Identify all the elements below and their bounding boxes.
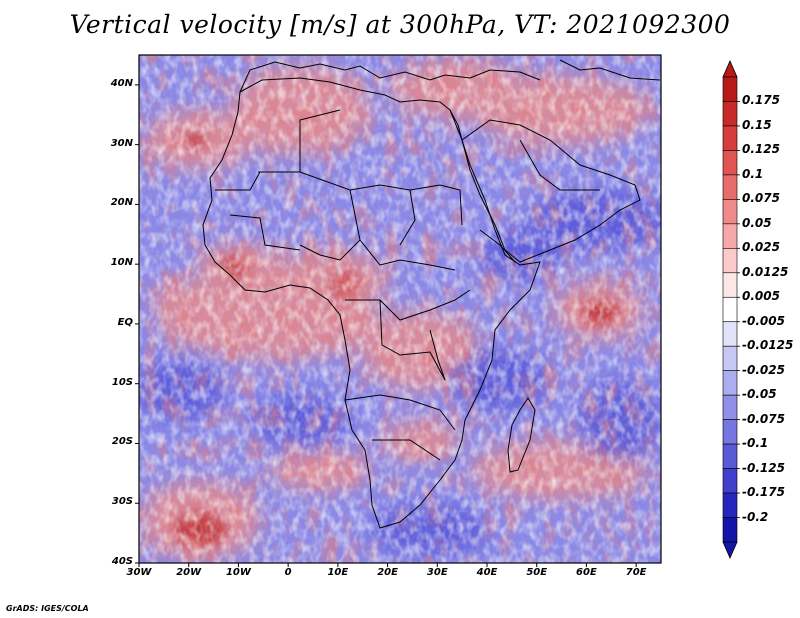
lat-label: 40N xyxy=(110,77,133,89)
colorbar-label: 0.005 xyxy=(742,289,780,304)
lat-label: 30S xyxy=(111,496,133,508)
lon-label: 0 xyxy=(284,567,292,578)
lon-label: 10W xyxy=(225,567,251,578)
velocity-field xyxy=(139,55,661,563)
lat-label: 10N xyxy=(110,257,133,269)
lon-label: 30E xyxy=(426,567,448,578)
colorbar-label: 0.175 xyxy=(742,93,780,108)
axis-ticks xyxy=(135,84,637,567)
colorbar-segment xyxy=(722,272,738,298)
colorbar-segment xyxy=(722,443,738,469)
colorbar-segment xyxy=(722,223,738,249)
colorbar-label: 0.1 xyxy=(742,166,764,181)
lat-label: 40S xyxy=(111,556,133,567)
colorbar-label: -0.125 xyxy=(742,460,785,475)
colorbar-label: -0.075 xyxy=(742,411,785,426)
colorbar-label: 0.05 xyxy=(742,215,772,230)
lat-label: 20N xyxy=(110,197,133,209)
credit-text: GrADS: IGES/COLA xyxy=(6,604,89,613)
lon-label: 70E xyxy=(625,567,647,578)
colorbar-label: -0.1 xyxy=(742,436,769,451)
colorbar-segment xyxy=(722,296,738,323)
colorbar-label: 0.15 xyxy=(742,117,772,132)
colorbar-segment xyxy=(722,321,738,347)
colorbar-label: -0.025 xyxy=(742,362,785,377)
colorbar-label: -0.0125 xyxy=(742,338,794,353)
lat-label: 30N xyxy=(110,137,133,149)
colorbar-label: -0.2 xyxy=(742,509,769,524)
lon-label: 20E xyxy=(377,567,398,578)
colorbar-segment xyxy=(722,370,738,396)
colorbar-label: 0.025 xyxy=(742,240,780,255)
coastline-outline xyxy=(202,59,661,529)
colorbar-label: 0.125 xyxy=(742,142,780,157)
colorbar-segment xyxy=(722,419,738,445)
colorbar-label: 0.075 xyxy=(742,191,780,206)
colorbar-label: -0.175 xyxy=(742,485,785,500)
lon-label: 50E xyxy=(526,567,548,578)
lon-label: 10E xyxy=(327,567,349,578)
colorbar xyxy=(722,60,740,559)
colorbar-segment xyxy=(722,150,738,176)
colorbar-label: -0.005 xyxy=(742,313,785,328)
colorbar-segment xyxy=(722,492,738,518)
lat-label: 10S xyxy=(111,376,133,388)
colorbar-label: -0.05 xyxy=(742,387,777,402)
colorbar-segment xyxy=(722,199,738,225)
colorbar-segment xyxy=(722,174,738,200)
plot-frame xyxy=(138,54,662,564)
colorbar-label: 0.0125 xyxy=(742,264,789,279)
colorbar-segment xyxy=(722,345,738,371)
colorbar-bottom-arrow xyxy=(722,541,738,559)
lon-label: 40E xyxy=(476,567,498,578)
colorbar-segment xyxy=(722,101,738,127)
colorbar-segment xyxy=(722,76,738,102)
colorbar-segment xyxy=(722,248,738,274)
lon-label: 20W xyxy=(176,567,202,578)
lon-label: 60E xyxy=(576,567,597,578)
colorbar-segment xyxy=(722,394,738,420)
colorbar-top-arrow xyxy=(722,60,738,78)
map-title: Vertical velocity [m/s] at 300hPa, VT: 2… xyxy=(69,10,731,39)
colorbar-segment xyxy=(722,517,738,543)
lat-label: 20S xyxy=(111,436,133,448)
colorbar-segment xyxy=(722,468,738,494)
lon-label: 30W xyxy=(126,567,152,578)
colorbar-segment xyxy=(722,125,738,151)
lat-label: EQ xyxy=(117,316,133,328)
